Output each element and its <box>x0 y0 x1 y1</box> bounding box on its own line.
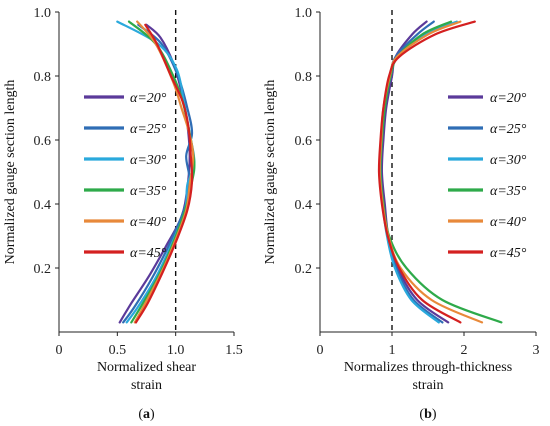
x-tick-label: 1.5 <box>225 343 243 358</box>
x-tick-label: 1.0 <box>167 343 185 358</box>
series-line <box>116 20 196 324</box>
y-tick-label: 0.4 <box>34 198 52 213</box>
legend-entry: α=25° <box>130 122 167 137</box>
x-axis-label: strain <box>131 378 162 393</box>
x-tick-label: 0 <box>56 343 63 358</box>
legend-entry: α=40° <box>130 215 167 230</box>
x-tick-label: 0.5 <box>109 343 127 358</box>
y-tick-label: 0.4 <box>295 198 313 213</box>
y-tick-label: 1.0 <box>34 6 52 21</box>
y-tick-label: 0.6 <box>34 134 52 149</box>
legend-entry: α=35° <box>490 184 527 199</box>
x-tick-label: 2 <box>461 343 468 358</box>
y-tick-label: 0.6 <box>295 134 313 149</box>
legend-entry: α=30° <box>130 153 167 168</box>
x-tick-label: 0 <box>317 343 324 358</box>
x-axis-label: Normalizes through-thickness <box>344 360 512 375</box>
series-line <box>378 20 484 324</box>
series-line <box>378 20 444 324</box>
y-tick-label: 0.8 <box>34 70 52 85</box>
x-tick-label: 3 <box>533 343 540 358</box>
y-axis-label: Normalized gauge section length <box>263 80 278 265</box>
y-tick-label: 1.0 <box>295 6 313 21</box>
legend-entry: α=35° <box>130 184 167 199</box>
panel-label: (a) <box>138 407 155 422</box>
x-tick-label: 1 <box>389 343 396 358</box>
legend-entry: α=20° <box>130 91 167 106</box>
legend-entry: α=30° <box>490 153 527 168</box>
x-axis-label: strain <box>412 378 443 393</box>
x-axis-label: Normalized shear <box>97 360 196 375</box>
legend-entry: α=20° <box>490 91 527 106</box>
legend-entry: α=25° <box>490 122 527 137</box>
y-tick-label: 0.8 <box>295 70 313 85</box>
series-line <box>377 20 476 324</box>
legend-entry: α=45° <box>130 246 167 261</box>
y-axis-label: Normalized gauge section length <box>3 80 18 265</box>
series-line <box>134 23 194 324</box>
series-line <box>122 23 194 324</box>
legend-entry: α=40° <box>490 215 527 230</box>
chart-panel-a: 0.2 0.4 0.6 0.8 1.0 0 0.5 1.0 1.5 α=20° α=25° α=30°… <box>3 6 243 422</box>
chart-panel-b: 0.2 0.4 0.6 0.8 1.0 0 1 2 3 α=20° α=25° α=30° α=35° α… <box>263 6 540 422</box>
y-tick-label: 0.2 <box>295 262 313 277</box>
series-line <box>127 20 196 324</box>
y-tick-label: 0.2 <box>34 262 52 277</box>
legend-entry: α=45° <box>490 246 527 261</box>
panel-label: (b) <box>419 407 436 422</box>
series-line <box>133 20 195 324</box>
